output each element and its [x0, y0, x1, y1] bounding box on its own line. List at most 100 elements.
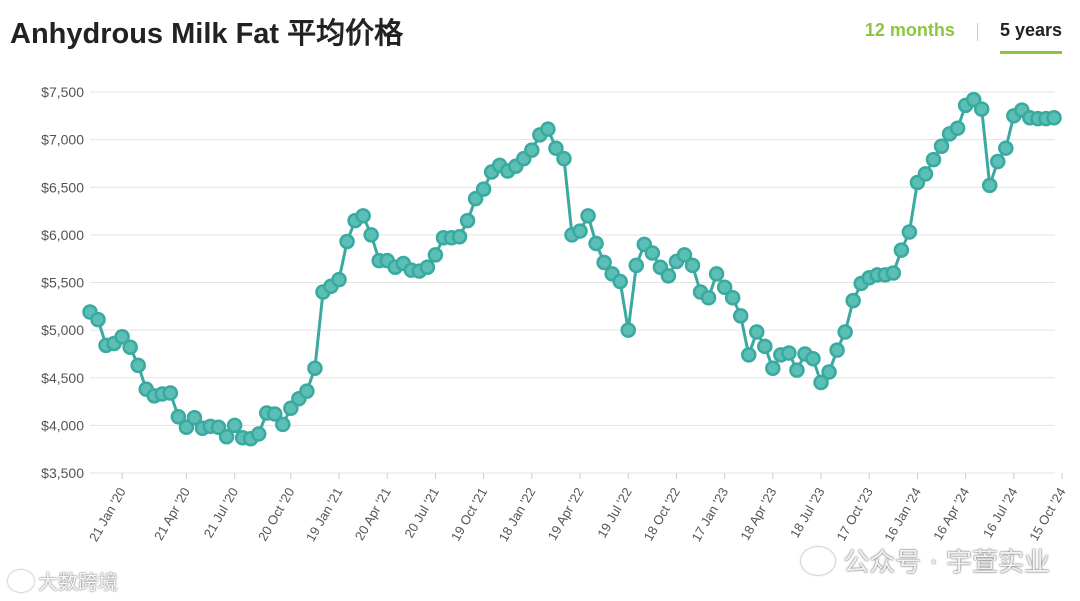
tab-12-months[interactable]: 12 months: [864, 20, 955, 40]
y-tick-label: $7,500: [41, 84, 84, 100]
data-point[interactable]: [467, 190, 484, 207]
data-point[interactable]: [813, 374, 829, 391]
data-point[interactable]: [170, 409, 187, 425]
data-point[interactable]: [524, 142, 540, 158]
data-point[interactable]: [178, 419, 195, 436]
data-point[interactable]: [114, 329, 130, 345]
data-point[interactable]: [676, 247, 693, 263]
data-point[interactable]: [765, 360, 781, 376]
data-point[interactable]: [218, 429, 235, 445]
data-point[interactable]: [740, 347, 757, 363]
data-point[interactable]: [757, 338, 773, 355]
data-point[interactable]: [283, 400, 299, 416]
data-point[interactable]: [998, 140, 1014, 156]
data-point[interactable]: [628, 257, 645, 274]
data-point[interactable]: [475, 181, 492, 197]
data-point[interactable]: [250, 426, 267, 442]
data-point[interactable]: [925, 151, 942, 168]
data-point[interactable]: [716, 279, 733, 296]
y-tick-label: $4,000: [41, 417, 84, 433]
data-point[interactable]: [130, 357, 146, 374]
data-point[interactable]: [122, 339, 138, 356]
data-point[interactable]: [829, 342, 845, 358]
data-point[interactable]: [837, 324, 853, 340]
y-tick-label: $6,000: [41, 227, 84, 243]
data-point[interactable]: [644, 245, 661, 261]
data-point[interactable]: [749, 324, 765, 340]
x-tick-label: 21 Jan '20: [86, 485, 129, 544]
watermark-right-text: 公众号 · 宇萱实业: [843, 548, 1050, 578]
data-point[interactable]: [660, 268, 677, 284]
data-point[interactable]: [973, 101, 990, 117]
data-point[interactable]: [901, 224, 918, 240]
data-point[interactable]: [893, 242, 910, 258]
data-point[interactable]: [419, 259, 436, 276]
data-point[interactable]: [990, 153, 1006, 170]
data-point[interactable]: [210, 419, 227, 436]
brand-logo-icon: [8, 569, 34, 592]
data-point[interactable]: [267, 406, 283, 422]
data-point[interactable]: [821, 364, 837, 380]
data-point[interactable]: [684, 257, 701, 274]
data-point[interactable]: [724, 289, 741, 306]
x-tick-label: 18 Apr '23: [737, 485, 779, 543]
data-point[interactable]: [331, 271, 347, 288]
series-line: [88, 98, 1055, 441]
x-tick-label: 19 Oct '21: [448, 485, 490, 543]
data-point[interactable]: [572, 223, 588, 239]
watermark-left: 大数跨境: [8, 566, 118, 595]
data-point[interactable]: [949, 120, 966, 136]
y-tick-label: $6,500: [41, 179, 84, 195]
data-point[interactable]: [789, 362, 805, 378]
data-point[interactable]: [845, 292, 861, 309]
x-tick-label: 18 Jan '22: [496, 485, 539, 544]
data-point[interactable]: [427, 247, 444, 263]
x-axis-ticks: 21 Jan '20 21 Apr '20 21 Jul '20 20 Oct '20…: [86, 473, 1069, 544]
y-axis-ticks: $3,500 $4,000 $4,500 $5,000 $5,500 $6,000 $6,5…: [41, 84, 84, 481]
data-point[interactable]: [805, 350, 821, 367]
data-point[interactable]: [965, 91, 982, 108]
x-tick-label: 19 Jul '22: [594, 485, 635, 540]
data-point[interactable]: [588, 235, 604, 252]
data-point[interactable]: [275, 416, 291, 433]
data-point[interactable]: [299, 383, 315, 399]
data-point[interactable]: [933, 138, 950, 155]
data-point[interactable]: [580, 208, 596, 224]
x-tick-label: 20 Apr '21: [352, 485, 394, 543]
x-tick-label: 20 Oct '20: [255, 485, 297, 543]
data-point[interactable]: [355, 208, 371, 224]
data-point[interactable]: [339, 233, 355, 250]
gridlines: [90, 91, 1055, 474]
data-point[interactable]: [1046, 109, 1062, 126]
x-tick-label: 19 Apr '22: [545, 485, 587, 543]
data-point[interactable]: [162, 385, 179, 401]
tab-divider: [976, 23, 978, 41]
watermark-right: 公众号 · 宇萱实业: [801, 542, 1050, 579]
x-tick-label: 16 Apr '24: [930, 485, 972, 543]
data-point[interactable]: [596, 254, 612, 271]
watermark-left-text: 大数跨境: [38, 570, 118, 594]
data-point[interactable]: [226, 417, 243, 434]
data-point[interactable]: [612, 273, 628, 290]
data-point[interactable]: [700, 289, 717, 306]
data-point[interactable]: [451, 229, 468, 245]
data-point[interactable]: [556, 150, 572, 167]
x-tick-label: 19 Jan '21: [303, 485, 346, 544]
data-point[interactable]: [708, 266, 725, 282]
data-point[interactable]: [459, 212, 476, 229]
data-point[interactable]: [540, 121, 556, 137]
tab-5-years[interactable]: 5 years: [999, 18, 1062, 54]
data-point[interactable]: [186, 410, 203, 426]
data-point[interactable]: [307, 360, 323, 376]
data-point[interactable]: [90, 311, 106, 328]
data-point[interactable]: [732, 308, 749, 324]
data-point[interactable]: [885, 265, 902, 281]
data-point[interactable]: [981, 177, 998, 194]
data-point[interactable]: [363, 227, 379, 243]
data-point[interactable]: [917, 166, 934, 182]
chart-title: Anhydrous Milk Fat 平均价格: [10, 18, 404, 50]
data-point[interactable]: [781, 345, 797, 361]
data-point[interactable]: [620, 322, 636, 338]
data-point[interactable]: [548, 140, 564, 156]
x-tick-label: 21 Jul '20: [201, 485, 242, 540]
